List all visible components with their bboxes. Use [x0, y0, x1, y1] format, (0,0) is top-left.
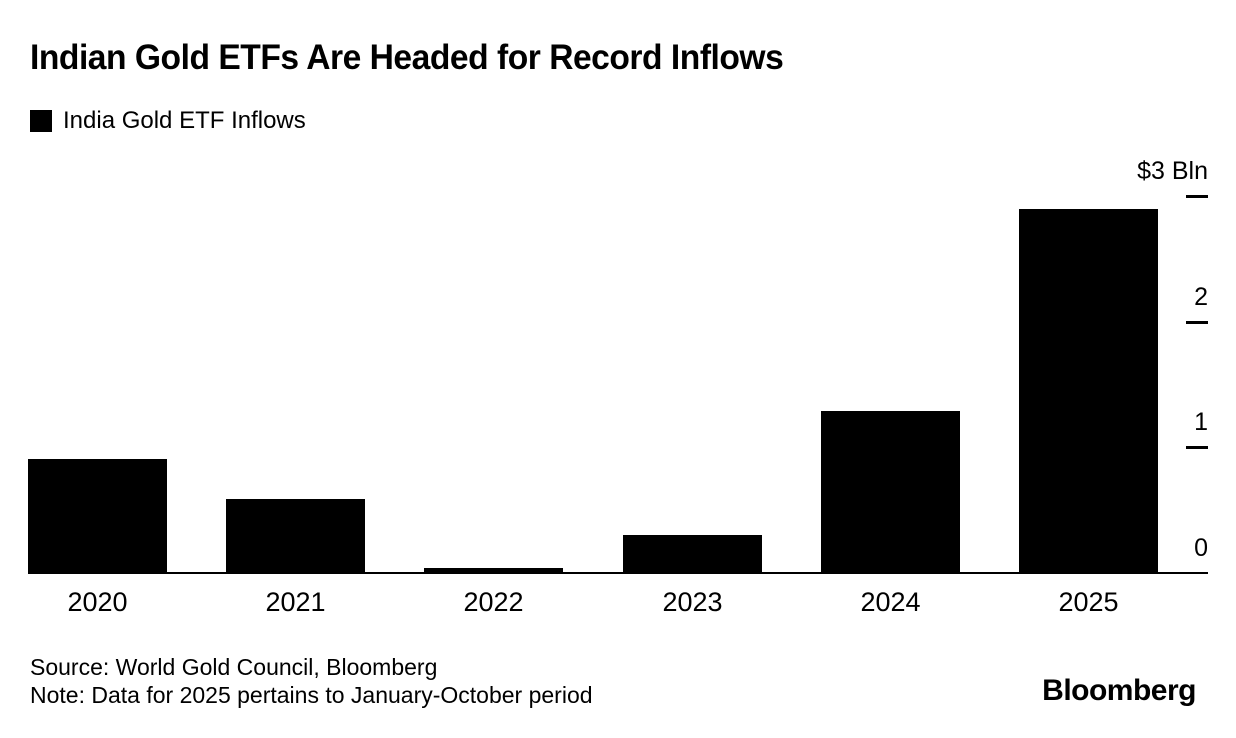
legend: India Gold ETF Inflows	[30, 108, 306, 134]
legend-label: India Gold ETF Inflows	[63, 107, 306, 134]
y-tick-mark-1	[1186, 446, 1208, 449]
x-axis-label-2024: 2024	[860, 587, 921, 617]
bar-2022	[424, 568, 563, 573]
chart-title: Indian Gold ETFs Are Headed for Record I…	[30, 38, 784, 77]
y-tick-mark-2	[1186, 321, 1208, 324]
bloomberg-logo: Bloomberg	[1042, 674, 1196, 707]
legend-swatch-icon	[30, 110, 52, 132]
y-axis-label-2: 2	[1194, 283, 1208, 311]
bar-2025	[1019, 209, 1158, 573]
x-axis-label-2023: 2023	[662, 587, 723, 617]
x-axis-label-2025: 2025	[1058, 587, 1119, 617]
x-axis-label-2022: 2022	[463, 587, 524, 617]
x-axis-label-2020: 2020	[67, 587, 128, 617]
note-text: Note: Data for 2025 pertains to January-…	[30, 682, 593, 708]
bar-2023	[623, 535, 762, 573]
y-tick-mark-3	[1186, 195, 1208, 198]
bar-2020	[28, 459, 167, 573]
x-axis-line	[28, 572, 1208, 574]
x-axis-label-2021: 2021	[265, 587, 326, 617]
y-axis-label-0: 0	[1194, 534, 1208, 562]
source-text: Source: World Gold Council, Bloomberg	[30, 654, 438, 680]
bar-2021	[226, 499, 365, 573]
y-axis-label-1: 1	[1194, 408, 1208, 436]
y-axis-label-3: $3 Bln	[1137, 157, 1208, 185]
bar-2024	[821, 411, 960, 573]
